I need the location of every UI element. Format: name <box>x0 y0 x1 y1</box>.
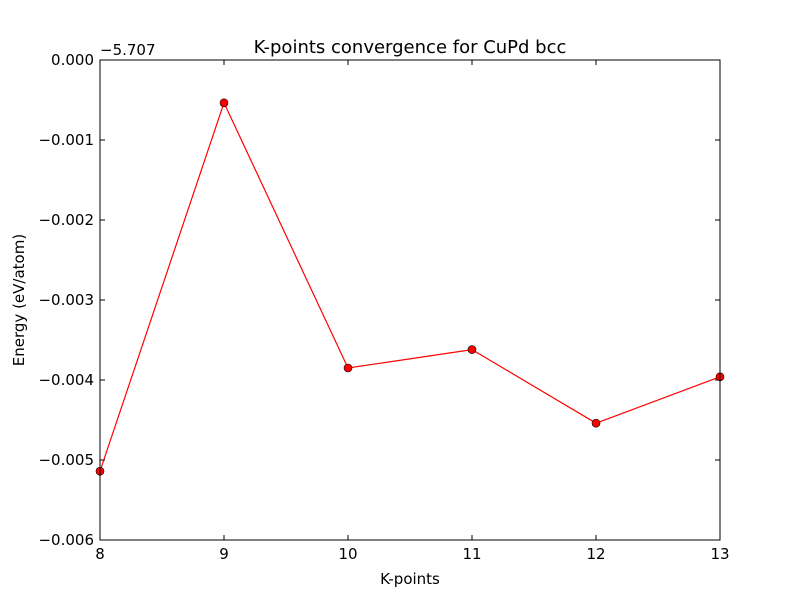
data-point <box>591 418 601 428</box>
x-tick-label: 13 <box>710 545 729 563</box>
series-line <box>99 101 721 472</box>
x-tick-label: 11 <box>462 545 481 563</box>
data-point <box>467 345 477 354</box>
x-tick-label: 10 <box>338 545 357 563</box>
y-tick-label: −0.004 <box>38 371 94 389</box>
chart-title: K-points convergence for CuPd bcc <box>254 37 567 58</box>
y-offset-label: −5.707 <box>100 41 156 59</box>
x-tick-label: 9 <box>219 545 229 563</box>
y-tick-label: −0.001 <box>38 131 94 149</box>
y-tick-label: −0.003 <box>38 291 94 309</box>
data-point <box>343 363 353 373</box>
x-tick-label: 8 <box>95 545 105 563</box>
plot-frame <box>99 59 721 541</box>
y-axis-label: Energy (eV/atom) <box>10 234 28 366</box>
ticks-layer: 8 9 10 11 12 13 −0.006 −0.005 −0.004 −0.003 −0.002… <box>38 51 729 563</box>
y-tick-label: 0.000 <box>51 51 94 69</box>
data-point <box>219 98 229 108</box>
y-tick-label: −0.002 <box>38 211 94 229</box>
x-axis-label: K-points <box>380 570 440 588</box>
y-tick-label: −0.006 <box>38 531 94 549</box>
y-tick-label: −0.005 <box>38 451 94 469</box>
x-tick-label: 12 <box>586 545 605 563</box>
